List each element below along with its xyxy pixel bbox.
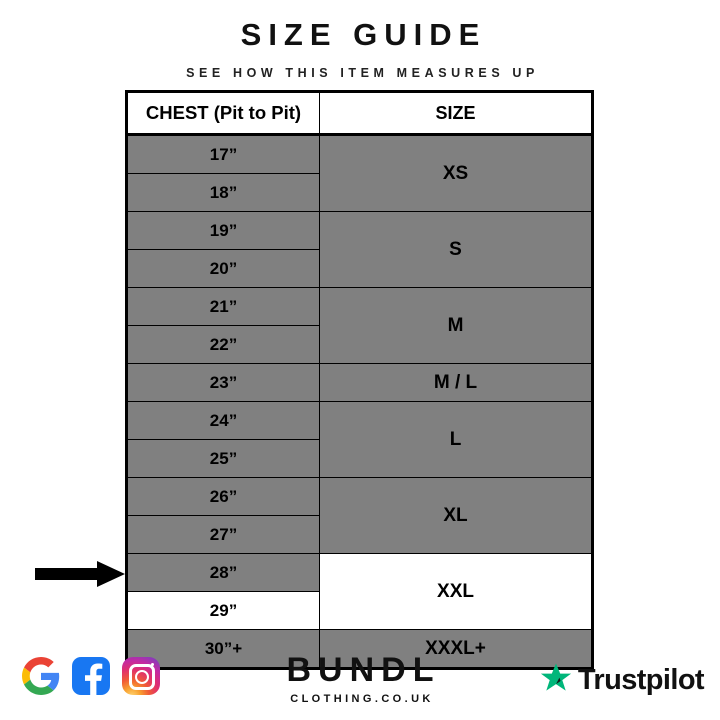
- table-header: CHEST (Pit to Pit) SIZE: [126, 91, 593, 136]
- chest-cell: 28”: [126, 553, 320, 592]
- page-subtitle: SEE HOW THIS ITEM MEASURES UP: [186, 66, 539, 81]
- size-cell: S: [319, 211, 593, 288]
- size-cell: L: [319, 401, 593, 478]
- chest-cell: 20”: [126, 249, 320, 288]
- instagram-icon[interactable]: [122, 657, 160, 695]
- table-row: 18”: [126, 173, 593, 212]
- instagram-dot: [150, 663, 154, 667]
- table-row: 19” S: [126, 211, 593, 288]
- size-cell: XXXL+: [319, 629, 593, 669]
- chest-cell: 23”: [126, 363, 320, 402]
- table-row: 27”: [126, 515, 593, 554]
- column-header-chest: CHEST (Pit to Pit): [126, 91, 320, 136]
- right-arrow-icon: [35, 561, 125, 587]
- chest-cell: 17”: [126, 134, 320, 174]
- chest-cell: 24”: [126, 401, 320, 440]
- brand-logo: BUNDL CLOTHING.CO.UK: [0, 653, 720, 705]
- google-icon[interactable]: [22, 657, 60, 695]
- table-row: 28” XXL: [126, 553, 593, 630]
- chest-cell: 18”: [126, 173, 320, 212]
- star-icon: [540, 662, 572, 699]
- trustpilot-label: Trustpilot: [577, 664, 705, 696]
- brand-name: BUNDL: [286, 651, 441, 689]
- size-cell: XXL: [319, 553, 593, 630]
- table-row: 29”: [126, 591, 593, 630]
- table-row: 21” M: [126, 287, 593, 364]
- social-links: [22, 657, 160, 695]
- chest-cell: 26”: [126, 477, 320, 516]
- table-row: 17” XS: [126, 134, 593, 212]
- table-row: 30”+ XXXL+: [126, 629, 593, 669]
- table-row: 26” XL: [126, 477, 593, 554]
- table-body: 17” XS 18” 19” S 20” 21” M 22” 23” M / L 24” L 25” 26”…: [126, 134, 593, 669]
- size-cell: M / L: [319, 363, 593, 402]
- chest-cell: 19”: [126, 211, 320, 250]
- table-row: 25”: [126, 439, 593, 478]
- chest-cell: 27”: [126, 515, 320, 554]
- table-row: 20”: [126, 249, 593, 288]
- table-row: 23” M / L: [126, 363, 593, 402]
- size-guide-table: CHEST (Pit to Pit) SIZE 17” XS 18” 19” S 20” 2…: [125, 90, 594, 670]
- page-header: SIZE GUIDE SEE HOW THIS ITEM MEASURES UP: [0, 0, 720, 80]
- size-guide-table-wrapper: CHEST (Pit to Pit) SIZE 17” XS 18” 19” S 20” 2…: [125, 90, 594, 670]
- trustpilot-logo[interactable]: Trustpilot: [540, 662, 705, 699]
- page-footer: BUNDL CLOTHING.CO.UK Trustpilot: [0, 645, 720, 720]
- column-header-size: SIZE: [319, 91, 593, 136]
- size-cell: M: [319, 287, 593, 364]
- table-header-row: CHEST (Pit to Pit) SIZE: [126, 91, 593, 136]
- page-title: SIZE GUIDE: [240, 17, 487, 52]
- facebook-icon[interactable]: [72, 657, 110, 695]
- brand-domain: CLOTHING.CO.UK: [290, 693, 434, 705]
- chest-cell: 21”: [126, 287, 320, 326]
- instagram-frame: [129, 664, 155, 690]
- chest-cell: 25”: [126, 439, 320, 478]
- instagram-lens: [134, 669, 149, 684]
- chest-cell: 22”: [126, 325, 320, 364]
- chest-cell: 29”: [126, 591, 320, 630]
- size-cell: XS: [319, 134, 593, 212]
- table-row: 24” L: [126, 401, 593, 478]
- size-cell: XL: [319, 477, 593, 554]
